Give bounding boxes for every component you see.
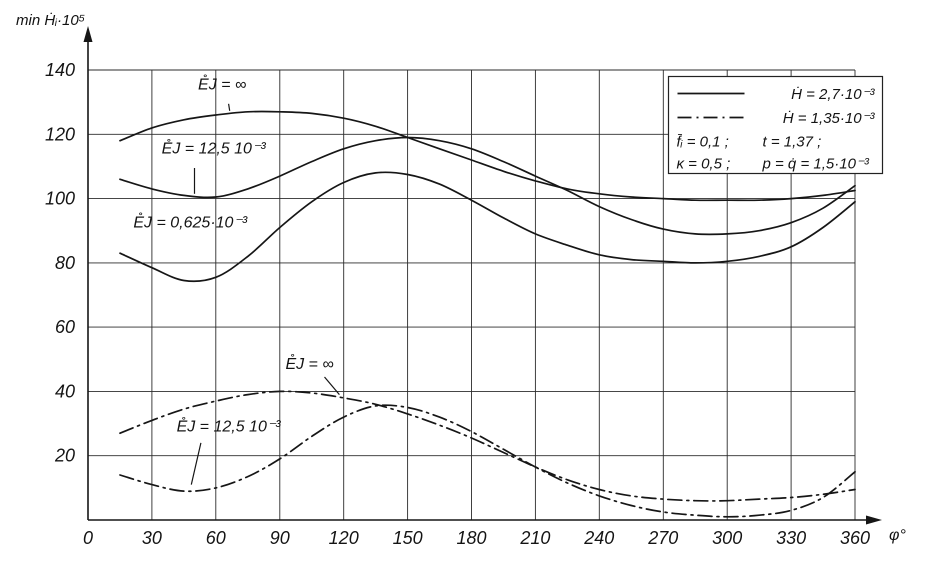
legend-param: t = 1,37 ;: [763, 134, 822, 151]
x-axis-arrowhead: [866, 515, 882, 525]
x-tick-label: 210: [519, 528, 550, 548]
x-tick-label: 300: [712, 528, 742, 548]
x-tick-label: 330: [776, 528, 806, 548]
y-tick-label: 20: [54, 446, 75, 466]
y-tick-label: 60: [55, 317, 75, 337]
x-tick-label: 270: [647, 528, 678, 548]
annotation-label: E̊J = ∞: [198, 74, 246, 93]
curve-3-dashdot: [119, 390, 856, 502]
x-tick-label: 120: [329, 528, 359, 548]
curve-1-solid: [119, 136, 856, 236]
annotation-label: E̊J = 0,625·10⁻³: [133, 212, 248, 231]
x-tick-label: 150: [393, 528, 423, 548]
legend-param: f̄ᵢ = 0,1 ;: [677, 134, 729, 151]
y-tick-label: 40: [55, 381, 75, 401]
x-tick-label: 30: [142, 528, 162, 548]
annotation-leader: [324, 376, 340, 395]
x-tick-label: 360: [840, 528, 870, 548]
x-tick-label: 90: [270, 528, 290, 548]
annotation-label: E̊J = 12,5 10⁻³: [162, 138, 267, 157]
annotation-label: E̊J = 12,5 10⁻³: [177, 416, 282, 435]
x-tick-label: 240: [583, 528, 614, 548]
annotation-label: E̊J = ∞: [285, 354, 333, 373]
legend-entry-label: Ḣ = 2,7·10⁻³: [791, 86, 875, 103]
x-axis-title: φ°: [889, 527, 906, 544]
y-tick-label: 140: [45, 60, 75, 80]
y-axis-title: min Ḣᵢ·10⁵: [16, 12, 86, 29]
legend-param: p = q̇ = 1,5·10⁻³: [762, 156, 870, 173]
y-axis-arrowhead: [83, 26, 93, 42]
curve-2-solid: [119, 171, 856, 283]
annotation-leader: [190, 442, 202, 485]
x-tick-label: 60: [206, 528, 226, 548]
y-tick-label: 80: [55, 253, 75, 273]
y-tick-label: 120: [45, 124, 75, 144]
annotation-leader: [228, 103, 231, 111]
x-tick-label: 0: [83, 528, 93, 548]
curve-0-solid: [119, 110, 856, 202]
x-tick-label: 180: [456, 528, 486, 548]
legend-param: κ = 0,5 ;: [677, 156, 731, 173]
curve-4-dashdot: [119, 404, 856, 518]
y-tick-label: 100: [45, 189, 75, 209]
legend-entry-label: Ḣ = 1,35·10⁻³: [783, 110, 876, 127]
